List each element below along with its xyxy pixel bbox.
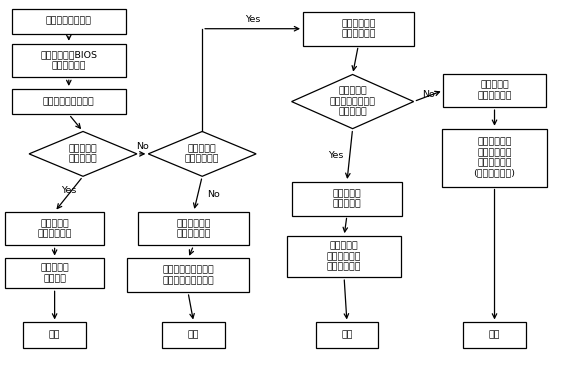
Bar — [5, 258, 104, 288]
Bar — [12, 44, 126, 77]
Text: No: No — [422, 90, 435, 99]
Text: 计算板卡数量及类型: 计算板卡数量及类型 — [43, 97, 94, 106]
Text: 结束: 结束 — [489, 331, 500, 340]
Text: No: No — [136, 142, 149, 151]
Bar — [12, 9, 126, 34]
Text: 调用普通板卡
风扇调控程序: 调用普通板卡 风扇调控程序 — [176, 219, 211, 238]
Bar — [316, 322, 378, 348]
Text: 结束: 结束 — [49, 331, 60, 340]
Text: Yes: Yes — [245, 15, 260, 24]
Text: 启动风扇调控程序: 启动风扇调控程序 — [46, 17, 92, 26]
Text: 结束: 结束 — [341, 331, 353, 340]
Bar — [138, 212, 249, 245]
Polygon shape — [149, 132, 256, 176]
Text: 发送命令获取BIOS
中的板卡信息: 发送命令获取BIOS 中的板卡信息 — [40, 51, 97, 70]
Bar — [291, 182, 402, 216]
Bar — [443, 74, 546, 107]
Text: Yes: Yes — [61, 186, 76, 195]
Text: 不需要考虑
板卡散热: 不需要考虑 板卡散热 — [40, 264, 69, 283]
Bar — [23, 322, 86, 348]
Text: 调用存储板卡
温度读取程序: 调用存储板卡 温度读取程序 — [341, 19, 376, 38]
Bar — [287, 236, 401, 277]
Bar — [5, 212, 104, 245]
Bar — [442, 129, 547, 187]
Text: 根据进风温度
及主板传感器
计算风扇转速
(设计更高转速): 根据进风温度 及主板传感器 计算风扇转速 (设计更高转速) — [473, 138, 516, 178]
Text: 调用板卡温
度调控程序: 调用板卡温 度调控程序 — [332, 189, 361, 209]
Bar — [12, 89, 126, 114]
Text: No: No — [207, 189, 220, 198]
Text: 微积分算法
及线性调控法
计算风扇转速: 微积分算法 及线性调控法 计算风扇转速 — [327, 242, 361, 272]
Bar — [463, 322, 526, 348]
Bar — [163, 322, 225, 348]
Polygon shape — [29, 132, 137, 176]
Text: 判定板卡数
量是否为零: 判定板卡数 量是否为零 — [69, 144, 97, 164]
Text: Yes: Yes — [328, 151, 343, 160]
Bar — [127, 258, 249, 292]
Text: 计算读取温
度值数量与板卡数
量是否一致: 计算读取温 度值数量与板卡数 量是否一致 — [329, 87, 376, 117]
Text: 根据进风温度及主板
传感器计算风扇转速: 根据进风温度及主板 传感器计算风扇转速 — [162, 266, 214, 285]
Text: 结束: 结束 — [188, 331, 199, 340]
Polygon shape — [291, 75, 414, 129]
Text: 调用高转速
风扇调控程序: 调用高转速 风扇调控程序 — [477, 81, 512, 100]
Text: 判定是否存
在存储类板卡: 判定是否存 在存储类板卡 — [185, 144, 220, 164]
Bar — [303, 12, 414, 45]
Text: 调用无板卡
风扇调控程序: 调用无板卡 风扇调控程序 — [38, 219, 72, 238]
